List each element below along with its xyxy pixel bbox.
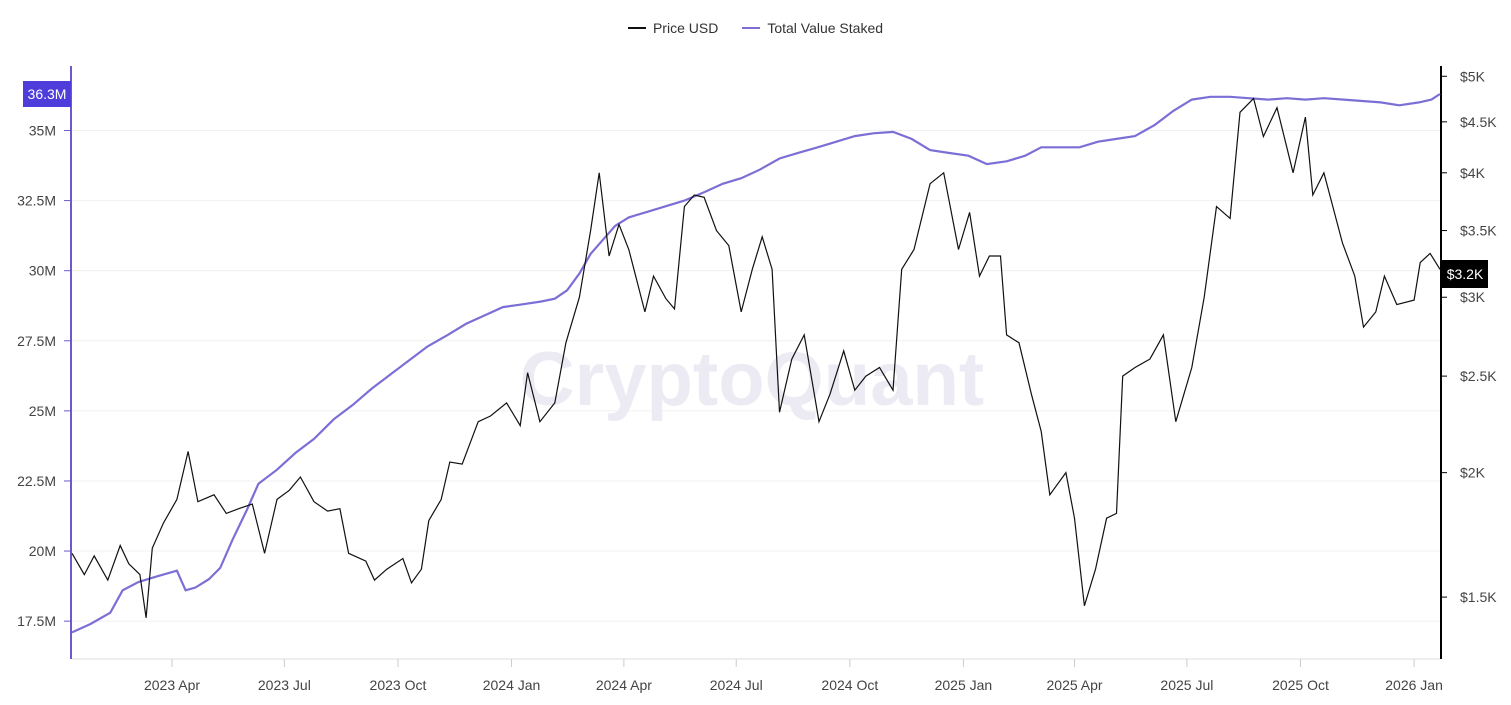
left-axis-tick-label: 27.5M	[17, 333, 56, 349]
right-axis-tick-label: $4.5K	[1460, 114, 1497, 130]
watermark: CryptoQuant	[520, 337, 984, 422]
right-axis-tick-label: $1.5K	[1460, 589, 1497, 605]
x-axis-tick-label: 2024 Jul	[710, 677, 763, 693]
legend-item-price[interactable]: Price USD	[627, 20, 719, 36]
x-axis-tick-label: 2025 Apr	[1047, 677, 1103, 693]
left-axis-tick-label: 20M	[29, 543, 56, 559]
right-axis-tick-label: $5K	[1460, 68, 1486, 84]
x-axis-tick-label: 2024 Jan	[483, 677, 541, 693]
right-axis-tick-label: $3.5K	[1460, 223, 1497, 239]
legend-swatch-price	[627, 27, 646, 29]
x-axis-tick-label: 2025 Jul	[1160, 677, 1213, 693]
legend-item-tvs[interactable]: Total Value Staked	[742, 20, 883, 36]
gridlines	[72, 129, 1440, 622]
left-axis-tick-label: 32.5M	[17, 193, 56, 209]
x-axis-tick-label: 2025 Oct	[1272, 677, 1329, 693]
series-line-total-value-staked[interactable]	[71, 93, 1441, 634]
right-axis-ticks: $1.5K $2K $2.5K $3K $3.5K $4K $4.5K $5K	[1441, 68, 1497, 605]
x-axis-tick-label: 2023 Jul	[258, 677, 311, 693]
right-axis-tick-label: $2K	[1460, 465, 1486, 481]
left-axis-tick-label: 22.5M	[17, 473, 56, 489]
right-value-badge: $3.2K	[1442, 260, 1488, 288]
x-axis-ticks: 2023 Apr 2023 Jul 2023 Oct 2024 Jan 2024 Apr…	[144, 659, 1443, 693]
legend-label-tvs: Total Value Staked	[767, 20, 884, 36]
legend-swatch-tvs	[742, 27, 761, 29]
left-axis-tick-label: 17.5M	[17, 613, 56, 629]
left-value-badge-text: 36.3M	[28, 86, 67, 102]
x-axis-tick-label: 2024 Oct	[821, 677, 878, 693]
x-axis-tick-label: 2026 Jan	[1385, 677, 1443, 693]
left-axis-tick-label: 25M	[29, 403, 56, 419]
left-axis-tick-label: 35M	[29, 122, 56, 138]
left-value-badge: 36.3M	[23, 81, 71, 107]
x-axis-tick-label: 2025 Jan	[935, 677, 993, 693]
right-axis-tick-label: $4K	[1460, 165, 1486, 181]
x-axis-tick-label: 2024 Apr	[596, 677, 652, 693]
left-axis-tick-label: 30M	[29, 263, 56, 279]
legend: Price USD Total Value Staked	[0, 20, 1511, 36]
series-line-price-usd[interactable]	[71, 97, 1441, 618]
left-axis-ticks: 17.5M 20M 22.5M 25M 27.5M 30M 32.5M 35M	[17, 122, 71, 629]
x-axis-tick-label: 2023 Apr	[144, 677, 200, 693]
right-value-badge-text: $3.2K	[1447, 266, 1484, 282]
legend-label-price: Price USD	[652, 20, 719, 36]
right-axis-tick-label: $3K	[1460, 289, 1486, 305]
x-axis-tick-label: 2023 Oct	[370, 677, 427, 693]
right-axis-tick-label: $2.5K	[1460, 368, 1497, 384]
